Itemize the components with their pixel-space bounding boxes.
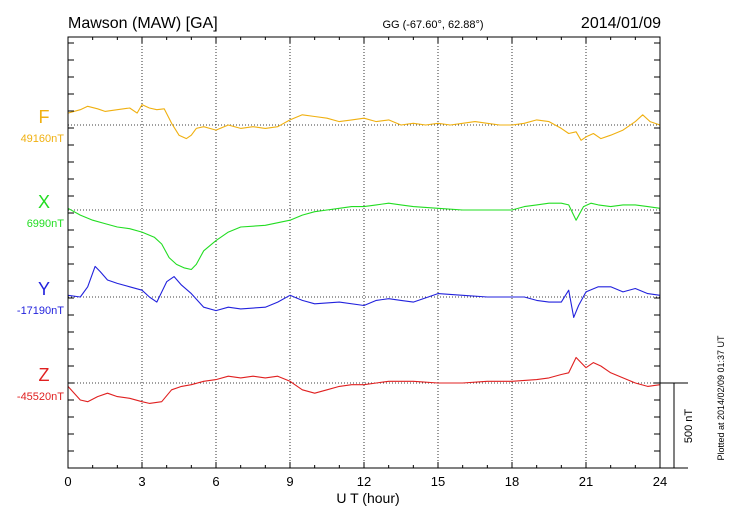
scale-bar-label: 500 nT (683, 409, 695, 444)
geographic-coordinates: GG (-67.60°, 62.88°) (382, 19, 483, 31)
baseline-label-x: 6990nT (27, 218, 65, 230)
x-tick-label: 3 (138, 474, 145, 489)
axis-ticks: 0 3 6 9 12 15 18 21 24 (64, 37, 667, 489)
series-line-z (67, 356, 661, 404)
x-tick-label: 24 (653, 474, 667, 489)
x-tick-label: 12 (357, 474, 371, 489)
baseline-label-y: -17190nT (17, 305, 64, 317)
baseline-label-z: -45520nT (17, 391, 64, 403)
baseline-label-f: 49160nT (21, 133, 65, 145)
series-line-x (67, 202, 661, 271)
series-name-z: Z (39, 365, 50, 385)
x-tick-label: 6 (212, 474, 219, 489)
grid-lines (141, 37, 587, 468)
series-name-y: Y (38, 279, 50, 299)
series-name-x: X (38, 192, 50, 212)
series-line-y (67, 265, 661, 318)
series-line-f (67, 104, 661, 141)
x-axis-label: U T (hour) (336, 490, 399, 506)
plot-date: 2014/01/09 (581, 15, 661, 32)
series-name-f: F (39, 107, 50, 127)
x-tick-label: 0 (64, 474, 71, 489)
plotted-timestamp: Plotted at 2014/02/09 01:37 UT (716, 335, 726, 461)
x-tick-label: 21 (579, 474, 593, 489)
scale-bar: 500 nT (660, 382, 695, 469)
x-tick-label: 18 (505, 474, 519, 489)
station-title: Mawson (MAW) [GA] (68, 15, 218, 32)
series-lines: F 49160nT X 6990nT Y -17190nT Z -45520nT (17, 104, 661, 404)
x-tick-label: 15 (431, 474, 445, 489)
x-tick-label: 9 (286, 474, 293, 489)
